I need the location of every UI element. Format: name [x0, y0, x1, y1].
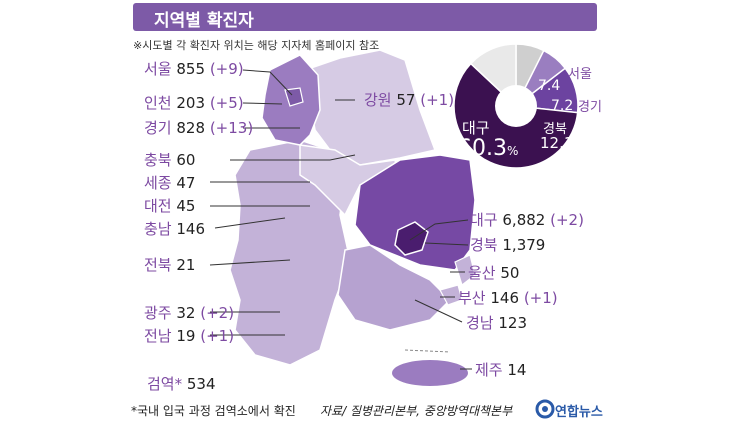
- pie-label-gyeongbuk-name: 경북: [543, 122, 567, 137]
- donut-hole: [495, 85, 537, 127]
- page-title: 지역별 확진자: [154, 11, 254, 31]
- pie-label-seoul-value: 7.4: [538, 78, 561, 94]
- subtitle-note: ※시도별 각 확진자 위치는 해당 지자체 홈페이지 참조: [133, 39, 380, 52]
- label-jeju: 제주 14: [475, 361, 527, 379]
- label-seoul: 서울 855 (+9): [144, 60, 244, 78]
- pie-label-daegu-name: 대구: [462, 119, 490, 137]
- yonhap-logo-text: 연합뉴스: [555, 405, 603, 420]
- region-gangwon: [304, 49, 437, 166]
- region-gyeongnam: [337, 244, 452, 331]
- label-incheon: 인천 203 (+5): [144, 94, 244, 112]
- pie-label-gyeongbuk-value: 12.1: [540, 134, 574, 152]
- label-daejeon: 대전 45: [144, 197, 196, 215]
- label-ulsan: 울산 50: [468, 264, 520, 282]
- label-chungnam: 충남 146: [144, 220, 206, 238]
- label-chungbuk: 충북 60: [144, 151, 196, 169]
- region-ulsan: [454, 254, 476, 287]
- footer-note: *국내 입국 과정 검역소에서 확진: [131, 404, 296, 418]
- region-jeju: [392, 360, 468, 386]
- jeju-separator-line: [404, 349, 451, 353]
- label-jeonnam: 전남 19 (+1): [144, 327, 235, 345]
- label-sejong: 세종 47: [144, 174, 196, 192]
- pie-label-daegu-value: 60.3%: [458, 136, 519, 161]
- label-gangwon: 강원 57 (+1): [364, 91, 455, 109]
- label-gwangju: 광주 32 (+2): [144, 304, 235, 322]
- region-busan: [439, 284, 463, 306]
- yonhap-logo-icon: [535, 399, 555, 419]
- label-gyeonggi: 경기 828 (+13): [144, 119, 254, 137]
- title-bar: [133, 3, 597, 31]
- label-daegu: 대구 6,882 (+2): [470, 211, 584, 229]
- label-quarantine: 검역* 534: [147, 375, 216, 393]
- label-jeonbuk: 전북 21: [144, 256, 196, 274]
- label-gyeongnam: 경남 123: [466, 314, 528, 332]
- leader-lines: [209, 69, 472, 370]
- label-gyeongbuk: 경북 1,379: [470, 236, 546, 254]
- pie-label-seoul-name: 서울: [568, 67, 592, 82]
- label-busan: 부산 146 (+1): [458, 289, 558, 307]
- footer-source: 자료/ 질병관리본부, 중앙방역대책본부: [320, 404, 513, 418]
- pie-label-gyeonggi-name: 경기: [578, 100, 602, 115]
- pie-label-gyeonggi-value: 7.2: [551, 98, 574, 114]
